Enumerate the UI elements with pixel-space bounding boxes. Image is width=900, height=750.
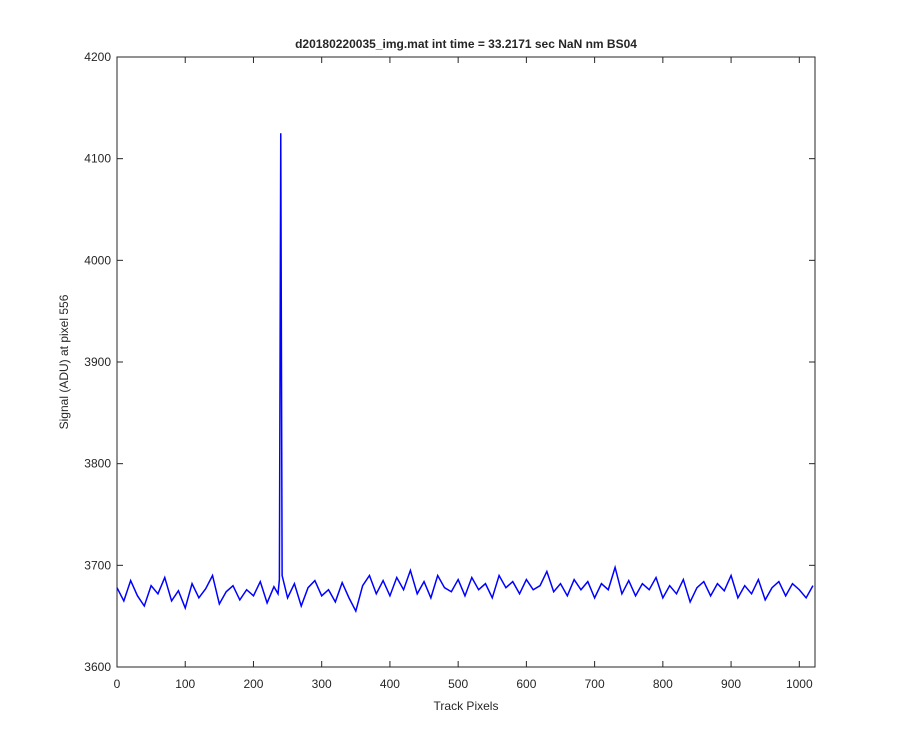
y-tick-label: 3600 [84,660,111,674]
x-axis-label: Track Pixels [434,699,499,713]
x-tick-label: 700 [585,677,605,691]
x-tick-label: 500 [448,677,468,691]
x-tick-label: 600 [516,677,536,691]
x-tick-label: 300 [312,677,332,691]
data-line [116,133,814,614]
y-tick-label: 3800 [84,457,111,471]
y-axis-label: Signal (ADU) at pixel 556 [57,294,71,429]
y-tick-label: 3700 [84,558,111,572]
x-tick-label: 200 [243,677,263,691]
x-tick-label: 0 [114,677,121,691]
x-tick-label: 800 [653,677,673,691]
x-tick-label: 1000 [786,677,813,691]
x-tick-label: 100 [175,677,195,691]
plot-area [116,56,816,668]
y-tick-label: 3900 [84,355,111,369]
x-tick-label: 400 [380,677,400,691]
chart-title: d20180220035_img.mat int time = 33.2171 … [295,37,637,51]
y-tick-label: 4200 [84,50,111,64]
y-tick-label: 4100 [84,152,111,166]
x-tick-label: 900 [721,677,741,691]
y-tick-label: 4000 [84,253,111,267]
